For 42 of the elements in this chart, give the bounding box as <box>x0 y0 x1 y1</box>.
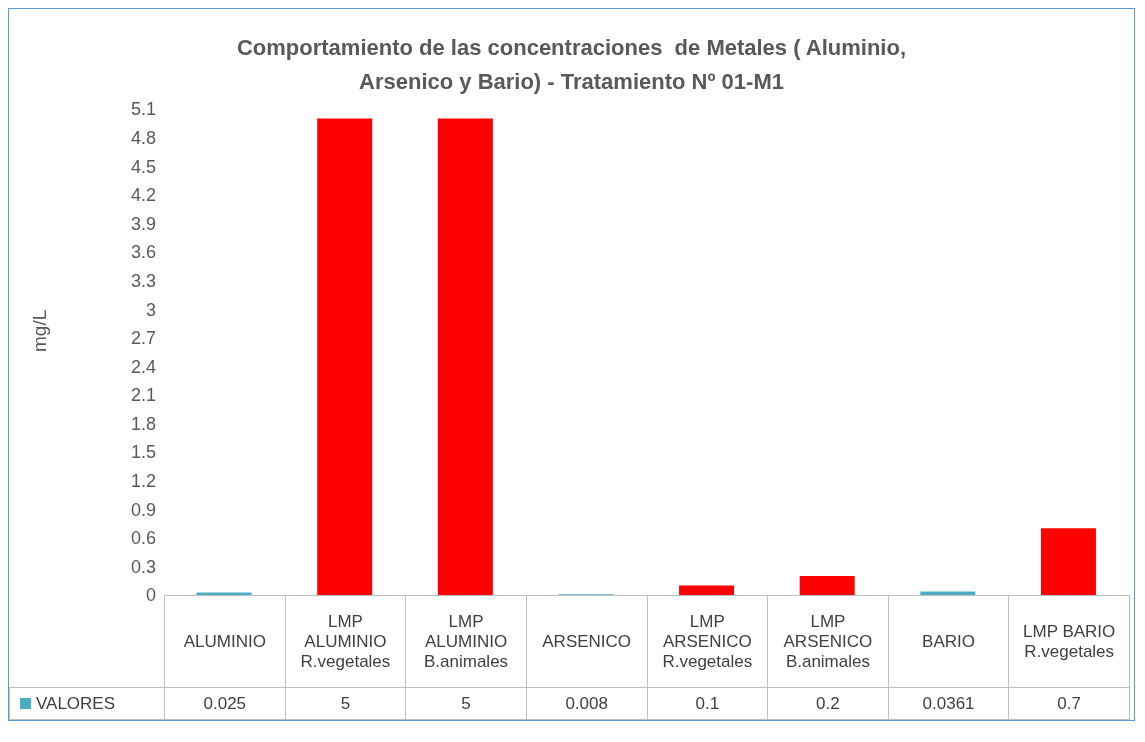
x-tick-label: LMP BARIO R.vegetales <box>1008 595 1130 688</box>
data-label: 0.025 <box>164 687 286 720</box>
data-label: 0.7 <box>1008 687 1130 720</box>
bar <box>679 585 735 595</box>
bar <box>437 118 493 595</box>
y-tick-label: 2.1 <box>130 385 156 406</box>
y-tick-label: 4.8 <box>130 127 156 148</box>
y-tick-label: 5.1 <box>130 99 156 120</box>
y-axis-title: mg/L <box>28 309 50 352</box>
x-tick-label: BARIO <box>888 595 1009 688</box>
data-label: 0.0361 <box>888 687 1009 720</box>
x-tick-label: LMP ARSENICO B.animales <box>767 595 889 688</box>
y-tick-label: 0 <box>145 585 156 606</box>
legend-label: VALORES <box>9 687 165 720</box>
y-tick-label: 3.9 <box>130 213 156 234</box>
bar <box>317 118 373 595</box>
y-tick-label: 2.4 <box>130 356 156 377</box>
bar <box>1040 528 1096 595</box>
data-label: 0.2 <box>767 687 889 720</box>
bar <box>799 575 855 595</box>
y-tick-label: 0.3 <box>130 556 156 577</box>
data-label: 5 <box>405 687 527 720</box>
data-label: 0.008 <box>526 687 647 720</box>
y-tick-label: 3.6 <box>130 242 156 263</box>
y-tick-label: 1.5 <box>130 442 156 463</box>
x-tick-label: LMP ALUMINIO B.animales <box>405 595 527 688</box>
y-tick-label: 4.2 <box>130 185 156 206</box>
y-tick-label: 0.6 <box>130 528 156 549</box>
x-tick-label: LMP ALUMINIO R.vegetales <box>285 595 406 688</box>
x-tick-label: ALUMINIO <box>164 595 286 688</box>
y-tick-label: 3.3 <box>130 270 156 291</box>
y-tick-label: 1.2 <box>130 471 156 492</box>
data-label: 0.1 <box>647 687 768 720</box>
x-tick-label: LMP ARSENICO R.vegetales <box>647 595 768 688</box>
x-tick-label: ARSENICO <box>526 595 647 688</box>
data-label: 5 <box>285 687 406 720</box>
y-tick-label: 4.5 <box>130 156 156 177</box>
chart-title: Comportamiento de las concentraciones de Metales ( Aluminio, Arsenico y Bario) - Tratamiento Nº 01-M1 <box>235 34 908 96</box>
y-tick-label: 3 <box>145 299 156 320</box>
y-tick-label: 1.8 <box>130 413 156 434</box>
y-tick-label: 0.9 <box>130 499 156 520</box>
y-tick-label: 2.7 <box>130 328 156 349</box>
